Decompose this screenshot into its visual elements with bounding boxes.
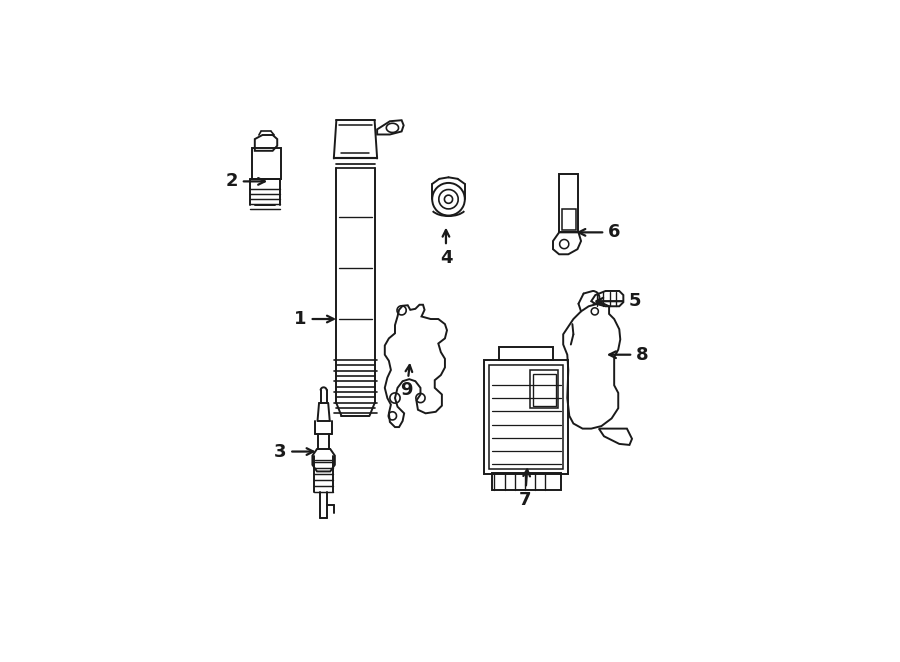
Text: 5: 5 bbox=[597, 292, 641, 310]
Bar bbox=[484, 359, 568, 475]
Text: 4: 4 bbox=[440, 230, 452, 267]
Bar bbox=[559, 173, 579, 232]
Text: 1: 1 bbox=[294, 310, 334, 328]
Text: 6: 6 bbox=[579, 223, 620, 242]
Text: 3: 3 bbox=[274, 443, 313, 461]
Text: 2: 2 bbox=[226, 172, 265, 191]
Text: 8: 8 bbox=[609, 346, 649, 363]
Bar bbox=[500, 347, 553, 359]
Text: 7: 7 bbox=[518, 469, 531, 509]
Bar bbox=[491, 473, 561, 490]
Text: 9: 9 bbox=[400, 365, 413, 399]
Bar bbox=[562, 209, 576, 230]
Bar bbox=[252, 148, 282, 179]
Bar bbox=[530, 370, 558, 408]
Bar bbox=[533, 373, 555, 406]
Bar bbox=[490, 365, 563, 469]
